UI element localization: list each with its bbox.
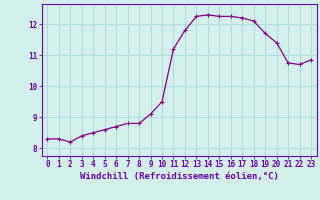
X-axis label: Windchill (Refroidissement éolien,°C): Windchill (Refroidissement éolien,°C): [80, 172, 279, 181]
